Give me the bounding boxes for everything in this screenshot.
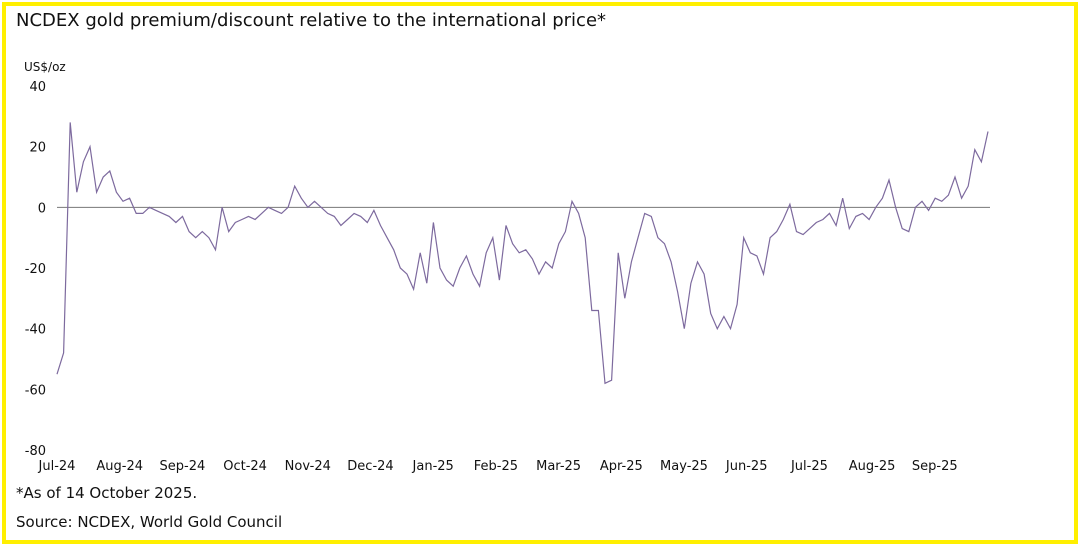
y-tick-label: 20 <box>29 141 46 156</box>
x-tick-label: Jan-25 <box>412 459 454 474</box>
x-tick-label: Jul-25 <box>790 459 828 474</box>
y-tick-label: -40 <box>25 323 46 338</box>
x-tick-label: Apr-25 <box>600 459 643 474</box>
footnote: *As of 14 October 2025. <box>16 484 197 502</box>
x-tick-label: May-25 <box>660 459 708 474</box>
y-axis-label: US$/oz <box>24 60 66 74</box>
x-tick-label: Mar-25 <box>536 459 581 474</box>
x-tick-label: Dec-24 <box>347 459 393 474</box>
x-tick-label: Nov-24 <box>285 459 331 474</box>
x-tick-label: Aug-24 <box>96 459 143 474</box>
x-tick-label: Oct-24 <box>223 459 267 474</box>
line-series <box>56 122 989 385</box>
chart-title: NCDEX gold premium/discount relative to … <box>16 10 606 31</box>
y-tick-label: -60 <box>25 383 46 398</box>
y-tick-label: 0 <box>38 201 46 216</box>
x-tick-label: Sep-25 <box>912 459 958 474</box>
y-tick-label: 40 <box>29 80 46 95</box>
x-tick-label: Jul-24 <box>38 459 76 474</box>
x-tick-label: Jun-25 <box>725 459 768 474</box>
source: Source: NCDEX, World Gold Council <box>16 513 282 531</box>
x-tick-label: Aug-25 <box>849 459 896 474</box>
x-tick-label: Sep-24 <box>160 459 206 474</box>
y-tick-label: -80 <box>25 444 46 459</box>
x-tick-label: Feb-25 <box>474 459 518 474</box>
y-tick-label: -20 <box>25 262 46 277</box>
